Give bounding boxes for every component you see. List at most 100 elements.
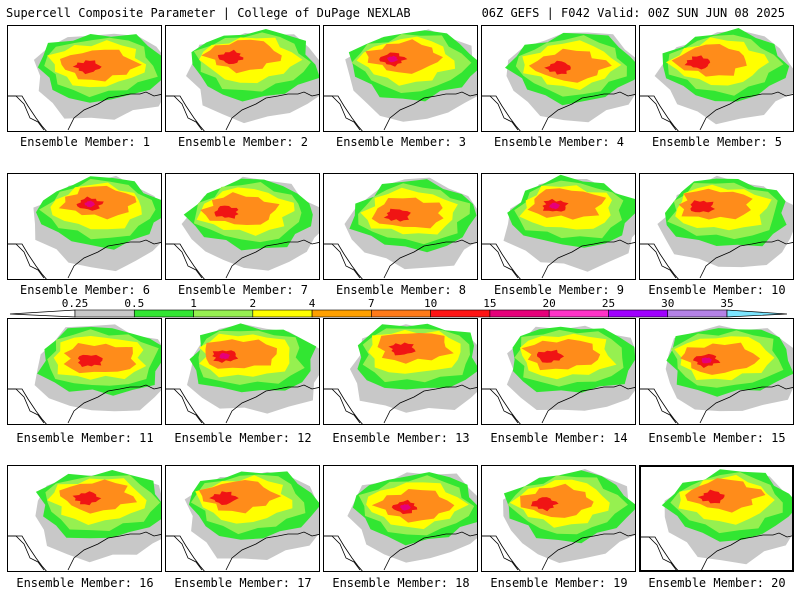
colorbar-right-arrow [726, 309, 788, 318]
colorbar-tick-label: 0.25 [61, 297, 89, 310]
chart-title: Supercell Composite Parameter | College … [6, 6, 411, 20]
colorbar-ramp [9, 309, 788, 318]
ensemble-panel-20[interactable] [639, 465, 794, 572]
border-line [640, 388, 679, 424]
ensemble-panel-16[interactable] [7, 465, 162, 572]
colorbar-tick-label: 7 [368, 297, 375, 310]
orange-contour [520, 483, 594, 518]
ensemble-member-label: Ensemble Member: 2 [177, 135, 309, 149]
ensemble-member-label: Ensemble Member: 16 [16, 576, 154, 590]
red-contour [383, 208, 411, 222]
colorbar-tick-label: 10 [424, 297, 438, 310]
red-contour [72, 60, 102, 75]
ensemble-member-label: Ensemble Member: 14 [490, 431, 628, 445]
magenta-contour [84, 200, 96, 208]
colorbar-segment [133, 309, 194, 318]
ensemble-panel-19[interactable] [481, 465, 636, 572]
border-line [324, 535, 363, 571]
ensemble-member-label: Ensemble Member: 3 [335, 135, 467, 149]
border-line [324, 243, 363, 279]
ensemble-panel-5[interactable] [639, 25, 794, 132]
red-contour [209, 491, 239, 505]
ensemble-member-label: Ensemble Member: 17 [174, 576, 312, 590]
ensemble-member-label: Ensemble Member: 5 [651, 135, 783, 149]
ensemble-panel-13[interactable] [323, 318, 478, 425]
magenta-contour [399, 504, 411, 511]
colorbar-segment [74, 309, 135, 318]
colorbar-segment [608, 309, 669, 318]
red-contour [537, 349, 565, 363]
orange-contour [685, 478, 766, 513]
colorbar-segment [548, 309, 609, 318]
colorbar-tick-label: 4 [308, 297, 316, 310]
ensemble-member-label: Ensemble Member: 18 [332, 576, 470, 590]
red-contour [684, 55, 711, 70]
red-contour [690, 200, 715, 213]
orange-contour [528, 48, 612, 83]
colorbar-tick-label: 30 [661, 297, 675, 310]
ensemble-panel-6[interactable] [7, 173, 162, 280]
red-contour [72, 491, 102, 506]
ensemble-panel-4[interactable] [481, 25, 636, 132]
orange-contour [365, 39, 443, 74]
ensemble-member-label: Ensemble Member: 4 [493, 135, 625, 149]
ensemble-panel-8[interactable] [323, 173, 478, 280]
red-contour [77, 354, 103, 367]
orange-contour [198, 480, 282, 514]
magenta-contour [387, 55, 398, 63]
orange-contour [201, 39, 282, 74]
border-line [640, 95, 679, 131]
border-line [8, 95, 47, 131]
border-line [166, 243, 205, 279]
border-line [482, 535, 521, 571]
ensemble-panel-7[interactable] [165, 173, 320, 280]
colorbar-tick-label: 35 [720, 297, 734, 310]
colorbar-segment [252, 309, 313, 318]
ensemble-panel-14[interactable] [481, 318, 636, 425]
orange-contour [680, 342, 761, 375]
magenta-contour [701, 357, 712, 364]
ensemble-panel-1[interactable] [7, 25, 162, 132]
colorbar-tick-label: 20 [542, 297, 556, 310]
ensemble-member-label: Ensemble Member: 1 [19, 135, 151, 149]
colorbar-tick-label: 1 [190, 297, 197, 310]
ensemble-panel-18[interactable] [323, 465, 478, 572]
border-line [8, 243, 47, 279]
border-line [482, 388, 521, 424]
border-line [166, 388, 205, 424]
border-line [482, 95, 521, 131]
ensemble-panel-3[interactable] [323, 25, 478, 132]
colorbar-segment [430, 309, 491, 318]
border-line [640, 243, 679, 279]
orange-contour [377, 333, 454, 364]
red-contour [214, 205, 239, 219]
ensemble-panel-10[interactable] [639, 173, 794, 280]
ensemble-panel-11[interactable] [7, 318, 162, 425]
magenta-contour [549, 202, 560, 210]
ensemble-member-label: Ensemble Member: 11 [16, 431, 154, 445]
colorbar-tick-label: 15 [483, 297, 497, 310]
colorbar-segment [667, 309, 728, 318]
red-contour [697, 489, 725, 504]
ensemble-member-label: Ensemble Member: 12 [174, 431, 312, 445]
colorbar-segment [193, 309, 254, 318]
border-line [8, 388, 47, 424]
red-contour [217, 49, 244, 65]
border-line [482, 243, 521, 279]
ensemble-panel-12[interactable] [165, 318, 320, 425]
red-contour [530, 497, 559, 512]
ensemble-member-label: Ensemble Member: 19 [490, 576, 628, 590]
ensemble-member-label: Ensemble Member: 13 [332, 431, 470, 445]
ensemble-member-label: Ensemble Member: 15 [648, 431, 786, 445]
border-line [641, 536, 679, 570]
ensemble-panel-2[interactable] [165, 25, 320, 132]
ensemble-panel-15[interactable] [639, 318, 794, 425]
colorbar-tick-label: 25 [601, 297, 616, 310]
ensemble-panel-17[interactable] [165, 465, 320, 572]
red-contour [544, 60, 571, 75]
ensemble-panel-9[interactable] [481, 173, 636, 280]
colorbar-segment [489, 309, 550, 318]
colorbar-left-arrow [9, 309, 76, 318]
border-line [8, 535, 47, 571]
colorbar-segment [371, 309, 431, 318]
